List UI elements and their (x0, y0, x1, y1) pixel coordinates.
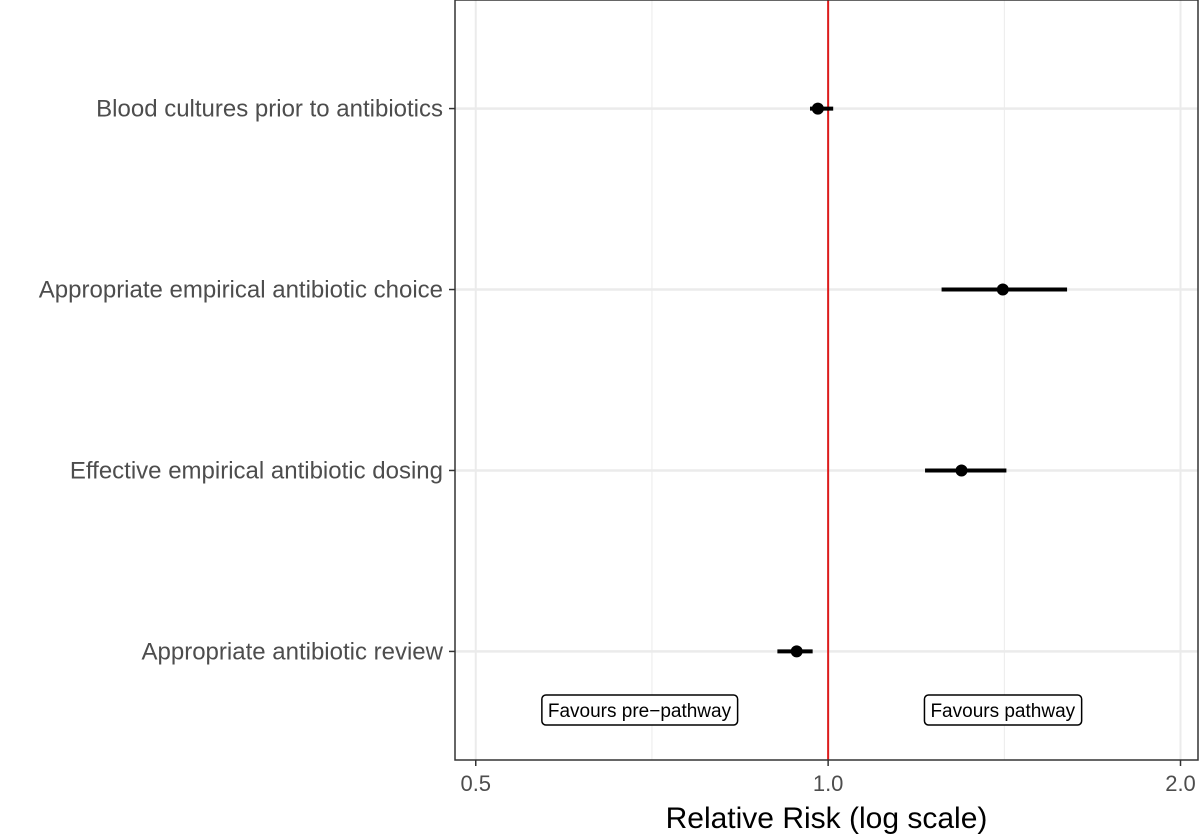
y-axis: Blood cultures prior to antibiotics Appro… (39, 96, 455, 665)
x-axis-title: Relative Risk (log scale) (666, 802, 988, 835)
x-axis: 0.5 1.0 2.0 (460, 760, 1196, 796)
annotation-box (923, 694, 1083, 726)
point-estimate (996, 283, 1009, 296)
x-tick-label: 0.5 (460, 771, 491, 796)
annotation-label: Favours pre−pathway (541, 694, 739, 726)
category-label: Blood cultures prior to antibiotics (96, 96, 443, 123)
annotation-box (541, 694, 739, 726)
annotation-label: Favours pathway (923, 694, 1083, 726)
point-estimate (955, 464, 968, 477)
annotations: Favours pre−pathway Favours pathway (541, 694, 1083, 726)
point-estimate (790, 645, 803, 658)
annotation-text: Favours pathway (930, 701, 1075, 722)
x-tick-label: 2.0 (1165, 771, 1196, 796)
category-label: Appropriate antibiotic review (142, 638, 444, 665)
panel-border (454, 0, 1199, 761)
x-tick-label: 1.0 (813, 771, 844, 796)
grid (455, 0, 1198, 760)
category-label: Effective empirical antibiotic dosing (70, 457, 443, 484)
data-marks (777, 102, 1068, 658)
point-estimate (811, 102, 824, 115)
category-label: Appropriate empirical antibiotic choice (39, 277, 443, 304)
annotation-text: Favours pre−pathway (548, 701, 732, 722)
